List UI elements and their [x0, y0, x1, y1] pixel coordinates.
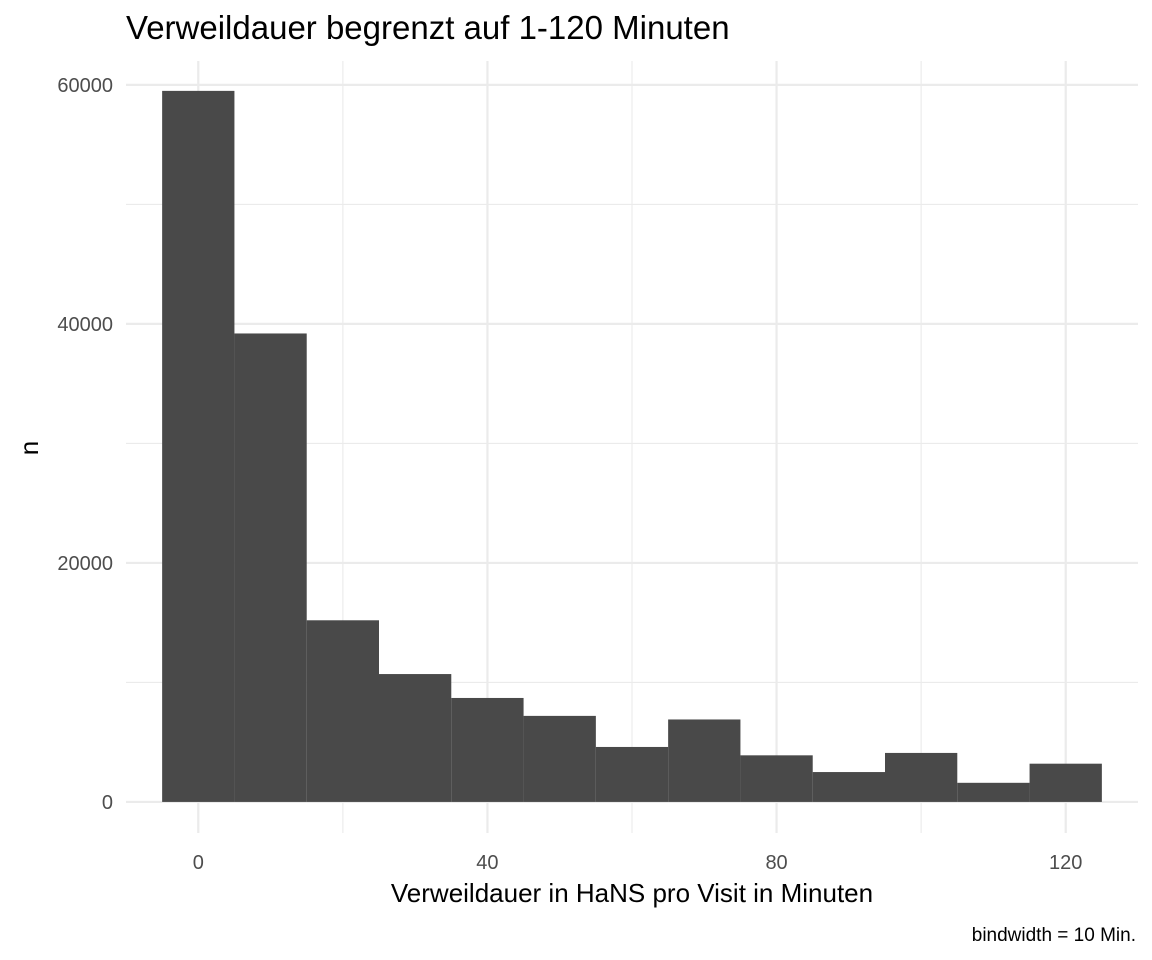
histogram-bar	[812, 772, 885, 802]
y-tick-label: 20000	[57, 553, 113, 575]
histogram-bar	[162, 90, 235, 802]
y-tick-label: 60000	[57, 75, 113, 97]
y-tick-label: 40000	[57, 314, 113, 336]
y-axis-title: n	[14, 441, 44, 455]
y-tick-label: 0	[102, 792, 113, 814]
x-axis-ticks: 0 40 80 120	[193, 852, 1083, 874]
histogram-bar	[523, 715, 596, 802]
histogram-bar	[379, 674, 452, 802]
histogram-bar	[234, 333, 307, 802]
histogram-bar	[451, 697, 524, 802]
histogram-bar	[957, 782, 1030, 802]
histogram-bar	[885, 752, 958, 802]
x-tick-label: 0	[193, 852, 204, 874]
histogram-bar	[306, 620, 379, 802]
histogram-bar	[595, 746, 669, 802]
x-tick-label: 80	[765, 852, 787, 874]
x-axis-title: Verweildauer in HaNS pro Visit in Minute…	[391, 878, 873, 908]
histogram-bar	[740, 755, 813, 802]
y-axis-ticks: 0 20000 40000 60000	[57, 75, 113, 814]
chart-title: Verweildauer begrenzt auf 1-120 Minuten	[126, 9, 730, 46]
x-tick-label: 120	[1049, 852, 1082, 874]
histogram-bar	[668, 719, 741, 802]
chart-caption: bindwidth = 10 Min.	[972, 925, 1136, 946]
histogram-bars	[162, 90, 1102, 802]
histogram-bar	[1029, 763, 1102, 802]
x-tick-label: 40	[476, 852, 498, 874]
